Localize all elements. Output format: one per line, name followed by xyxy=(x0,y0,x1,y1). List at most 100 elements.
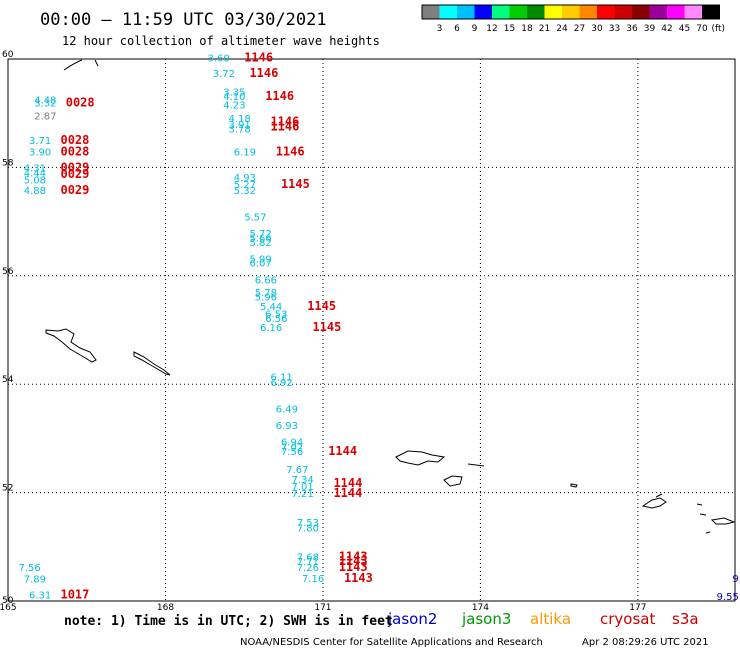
wave-height-value: 2.87 xyxy=(34,112,56,123)
wave-height-value: 9.8 xyxy=(732,574,740,585)
wave-height-value: 7.56 xyxy=(281,447,303,458)
wave-height-value: 7.26 xyxy=(297,563,319,574)
scale-swatch xyxy=(492,5,510,19)
rat-islands-f xyxy=(705,531,711,534)
scale-label: 70 xyxy=(696,24,708,34)
scale-swatch xyxy=(422,5,440,19)
observation-time: 1143 xyxy=(339,560,368,574)
scale-swatch xyxy=(667,5,685,19)
observation-time: 1145 xyxy=(312,320,341,334)
scale-swatch xyxy=(614,5,632,19)
rat-islands-d xyxy=(699,513,707,516)
wave-height-value: 5.08 xyxy=(24,176,46,187)
wave-height-value: 3.78 xyxy=(228,125,250,136)
satellite-legend-altika: altika xyxy=(530,610,571,628)
wave-height-value: 7.02 xyxy=(281,442,303,453)
observation-time: 1146 xyxy=(270,120,299,134)
scale-label: 18 xyxy=(521,24,533,34)
scale-swatch xyxy=(562,5,580,19)
wave-height-value: 6.31 xyxy=(29,590,51,601)
semichi-islands xyxy=(467,463,485,467)
wave-height-value: 6.19 xyxy=(234,147,256,158)
credit-line: NOAA/NESDIS Center for Satellite Applica… xyxy=(240,637,543,648)
kamchatka-coast-b xyxy=(94,59,99,67)
scale-swatch xyxy=(649,5,667,19)
wave-height-value: 6.93 xyxy=(276,421,298,432)
scale-label: 24 xyxy=(556,24,568,34)
scale-label: 27 xyxy=(574,24,585,34)
wave-height-value: 9.55 xyxy=(717,592,739,603)
wave-height-value: 6.94 xyxy=(281,437,303,448)
scale-label: 39 xyxy=(644,24,656,34)
longitude-label: 168 xyxy=(157,603,174,613)
satellite-legend: jason2 jason3 altika cryosat s3a xyxy=(387,610,699,628)
scale-swatch xyxy=(579,5,597,19)
wave-height-value: 5.99 xyxy=(249,254,271,265)
wave-height-value: 5.66 xyxy=(249,234,271,245)
scale-swatch xyxy=(457,5,475,19)
wave-height-value: 7.21 xyxy=(291,489,313,500)
wave-height-value: 4.23 xyxy=(223,100,245,111)
rat-islands-b xyxy=(655,493,663,498)
wave-height-value: 4.44 xyxy=(24,169,46,180)
scale-label: 30 xyxy=(591,24,603,34)
scale-swatch xyxy=(509,5,527,19)
wave-height-value: 7.89 xyxy=(24,575,46,586)
satellite-legend-s3a: s3a xyxy=(672,610,699,628)
scale-label: 33 xyxy=(609,24,620,34)
observation-time: 1146 xyxy=(244,51,273,65)
wave-height-value: 4.93 xyxy=(234,173,256,184)
generated-timestamp: Apr 2 08:29:26 UTC 2021 xyxy=(582,637,709,648)
scale-label: 9 xyxy=(472,24,478,34)
rat-islands-e xyxy=(710,517,736,525)
wave-height-value: 4.10 xyxy=(223,92,245,103)
scale-swatch xyxy=(597,5,615,19)
observation-time: 0028 xyxy=(60,144,89,158)
wave-height-value: 5.82 xyxy=(249,238,271,249)
scale-label: 3 xyxy=(437,24,443,34)
map-frame xyxy=(7,58,736,602)
longitude-label: 171 xyxy=(314,603,331,613)
bering-island xyxy=(45,328,97,363)
observation-time: 1144 xyxy=(333,476,362,490)
wave-height-value: 3.71 xyxy=(29,136,51,147)
observation-time: 1017 xyxy=(60,587,89,601)
scale-swatch xyxy=(544,5,562,19)
altimeter-observations: 3.60 1146 3.72 1146 4.483.32 0028 2.87 3.354.10… xyxy=(18,51,740,603)
scale-label: 21 xyxy=(539,24,550,34)
scale-label: 45 xyxy=(679,24,690,34)
units-note: note: 1) Time is in UTC; 2) SWH is in fe… xyxy=(64,614,393,629)
latitude-label: 50 xyxy=(2,596,14,606)
wave-height-value: 6.49 xyxy=(276,404,298,415)
wave-height-value: 3.60 xyxy=(207,54,229,65)
longitude-label: 165 xyxy=(0,603,17,613)
observation-time: 1146 xyxy=(249,66,278,80)
wave-height-value: 3.91 xyxy=(228,120,250,131)
medny-island xyxy=(133,351,171,376)
wave-height-value: 4.18 xyxy=(228,114,250,125)
wave-height-value: 6.66 xyxy=(255,275,277,286)
color-scale-legend: 3 6 9 12 15 18 21 24 27 30 33 36 39 42 45 70 (ft) xyxy=(421,4,725,34)
wave-height-value: 7.56 xyxy=(18,563,40,574)
wave-height-value: 6.53 xyxy=(265,310,287,321)
latitude-label: 54 xyxy=(2,375,14,385)
wave-height-value: 6.56 xyxy=(265,314,287,325)
observation-time: 1144 xyxy=(333,486,362,500)
observation-time: 0029 xyxy=(60,167,89,181)
observation-time: 1146 xyxy=(276,144,305,158)
wave-height-value: 7.53 xyxy=(297,518,319,529)
observation-time: 0029 xyxy=(60,161,89,175)
rat-islands-c xyxy=(696,503,703,506)
attu-island xyxy=(395,450,446,466)
observation-time: 1146 xyxy=(265,89,294,103)
scale-swatch xyxy=(684,5,702,19)
observation-time: 1145 xyxy=(307,299,336,313)
agattu-island xyxy=(443,475,463,487)
scale-swatch xyxy=(439,5,457,19)
longitude-label: 174 xyxy=(472,603,489,613)
wave-height-value: 5.72 xyxy=(249,229,271,240)
scale-label: 12 xyxy=(486,24,497,34)
latitude-label: 58 xyxy=(2,158,14,168)
observation-time: 1143 xyxy=(339,549,368,563)
